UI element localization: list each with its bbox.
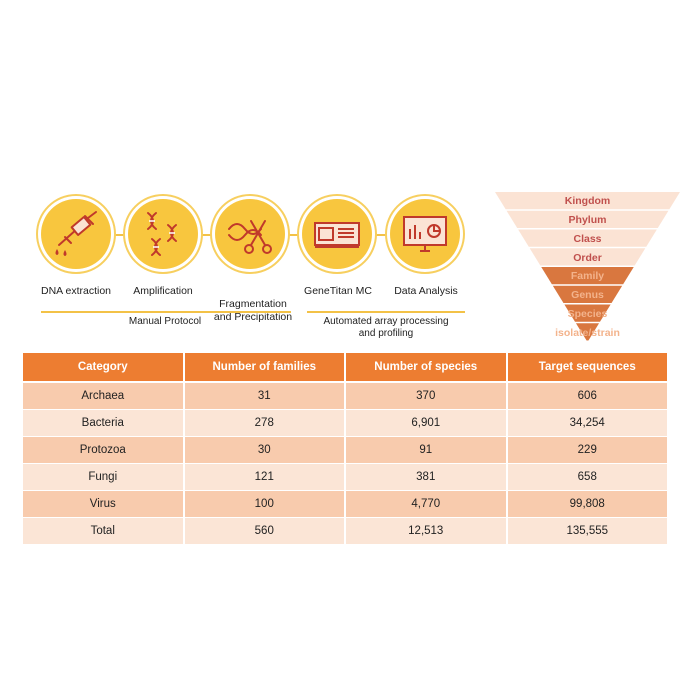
- funnel-band-phylum: [506, 210, 669, 228]
- table-cell: Virus: [23, 491, 185, 517]
- rank-label: Species: [567, 307, 608, 320]
- table-cell: 370: [346, 383, 508, 409]
- table-row: Protozoa 30 91 229: [23, 437, 667, 464]
- column-header: Target sequences: [507, 353, 667, 381]
- rank-label: Kingdom: [564, 195, 611, 208]
- connector-line: [283, 234, 303, 236]
- table-cell: 99,808: [507, 491, 667, 517]
- funnel-band-isolatestrain: [575, 323, 600, 341]
- funnel-band-species: [564, 304, 611, 322]
- rank-label: isolate/strain: [555, 326, 620, 339]
- step-label: DNA extraction: [40, 285, 112, 297]
- table-cell: 4,770: [346, 491, 508, 517]
- column-header: Category: [23, 353, 185, 381]
- table-cell: 30: [184, 437, 346, 463]
- table-cell: 278: [184, 410, 346, 436]
- step-dna-extraction: [41, 199, 111, 269]
- table-cell: 12,513: [346, 518, 508, 544]
- table-cell: 34,254: [507, 410, 667, 436]
- workflow-diagram: DNA extraction Amplification Fragmentati…: [0, 0, 480, 345]
- table-cell: 606: [507, 383, 667, 409]
- step-label: GeneTitan MC: [304, 285, 372, 297]
- instrument-icon: [314, 222, 360, 248]
- table-cell: 100: [184, 491, 346, 517]
- step-label: Data Analysis: [394, 285, 458, 297]
- pipette-icon: [55, 211, 97, 256]
- step-label: Fragmentation and Precipitation: [213, 298, 293, 323]
- connector-line: [110, 234, 130, 236]
- dna-strands-icon: [147, 212, 177, 256]
- automated-rule: [307, 311, 465, 313]
- funnel-band-kingdom: [495, 192, 680, 210]
- table-row: Virus 100 4,770 99,808: [23, 491, 667, 518]
- rank-label: Phylum: [568, 214, 607, 227]
- table-cell: Archaea: [23, 383, 185, 409]
- monitor-chart-icon: [403, 216, 447, 252]
- rank-label: Family: [570, 270, 605, 283]
- table-cell: 135,555: [507, 518, 667, 544]
- funnel-band-order: [529, 248, 646, 266]
- step-genetitan: [302, 199, 372, 269]
- step-data-analysis: [390, 199, 460, 269]
- table-cell: 229: [507, 437, 667, 463]
- manual-protocol-label: Manual Protocol: [128, 316, 202, 327]
- funnel-band-class: [518, 229, 657, 247]
- table-cell: Bacteria: [23, 410, 185, 436]
- column-header: Number of species: [346, 353, 508, 381]
- table-row: Fungi 121 381 658: [23, 464, 667, 491]
- table-cell: Fungi: [23, 464, 185, 490]
- step-fragmentation: [215, 199, 285, 269]
- table-row: Total 560 12,513 135,555: [23, 518, 667, 545]
- table-cell: 560: [184, 518, 346, 544]
- table-row: Bacteria 278 6,901 34,254: [23, 410, 667, 437]
- table-cell: 121: [184, 464, 346, 490]
- rank-label: Order: [573, 251, 602, 264]
- table-header-row: Category Number of families Number of sp…: [23, 353, 667, 383]
- automated-label: Automated array processing and profiling: [323, 316, 449, 339]
- dna-scissors-icon: [228, 220, 272, 254]
- table-cell: 658: [507, 464, 667, 490]
- manual-protocol-rule: [41, 311, 291, 313]
- step-label: Amplification: [133, 285, 193, 297]
- table-cell: Total: [23, 518, 185, 544]
- table-cell: 381: [346, 464, 508, 490]
- connector-line: [196, 234, 216, 236]
- column-header: Number of families: [184, 353, 346, 381]
- funnel-band-genus: [552, 285, 623, 303]
- rank-label: Class: [573, 232, 602, 245]
- table-cell: 91: [346, 437, 508, 463]
- table-cell: 6,901: [346, 410, 508, 436]
- step-amplification: [128, 199, 198, 269]
- table-cell: Protozoa: [23, 437, 185, 463]
- taxonomy-funnel: Kingdom Phylum Class Order Family Genus Specie…: [495, 192, 680, 342]
- connector-line: [370, 234, 392, 236]
- funnel-band-family: [541, 267, 634, 285]
- data-table: Category Number of families Number of sp…: [23, 353, 667, 545]
- rank-label: Genus: [571, 289, 604, 302]
- table-cell: 31: [184, 383, 346, 409]
- table-row: Archaea 31 370 606: [23, 383, 667, 410]
